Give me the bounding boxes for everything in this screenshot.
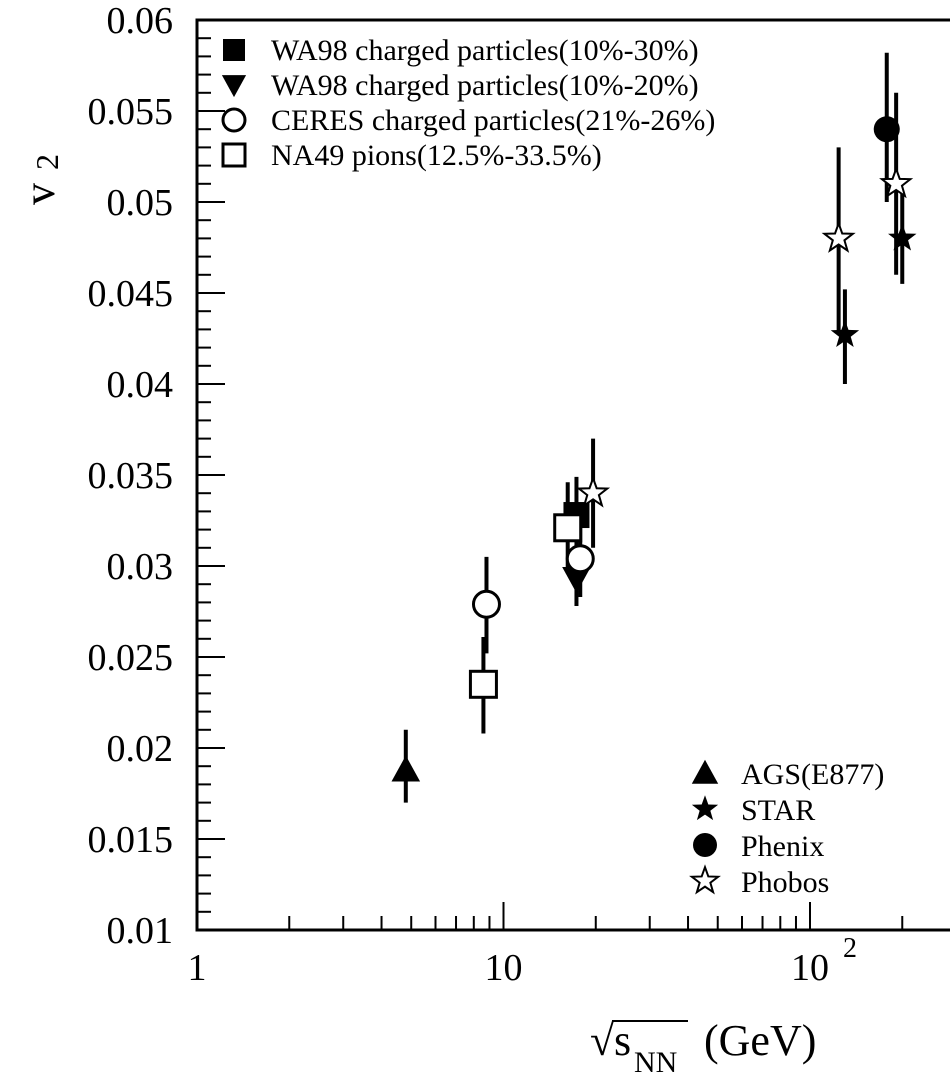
- x-axis-title-subscript: NN: [634, 1046, 677, 1078]
- legend-marker: [691, 795, 719, 821]
- data-points: [391, 116, 917, 782]
- y-axis-title-subscript: 2: [29, 154, 65, 170]
- x-tick-label-exponent: 2: [843, 933, 857, 964]
- y-tick-label: 0.045: [88, 273, 174, 315]
- axis-ticks: [196, 19, 904, 931]
- legend-marker: [221, 107, 247, 133]
- y-tick-label: 0.05: [107, 182, 174, 224]
- data-point: [576, 475, 611, 508]
- y-tick-label: 0.02: [107, 728, 174, 770]
- x-tick-label: 10: [485, 947, 523, 989]
- data-point: [879, 165, 914, 199]
- data-point: [468, 669, 498, 699]
- axis-titles: v 2 √ s NN (GeV): [15, 154, 816, 1078]
- y-tick-label: 0.03: [107, 546, 174, 588]
- legend-label: Phobos: [741, 866, 829, 899]
- legend-marker: [221, 75, 247, 98]
- legend-label: WA98 charged particles(10%-30%): [271, 34, 699, 67]
- y-tick-label: 0.06: [107, 0, 174, 42]
- data-point: [391, 755, 421, 782]
- x-axis-title: s: [614, 1016, 631, 1065]
- y-tick-label: 0.01: [107, 910, 174, 952]
- y-tick-label: 0.04: [107, 364, 174, 406]
- data-point: [471, 589, 501, 619]
- x-tick-label: 1: [188, 947, 207, 989]
- y-tick-label: 0.025: [88, 637, 174, 679]
- legend-label: STAR: [741, 794, 815, 827]
- data-point: [888, 223, 917, 251]
- legends: WA98 charged particles(10%-30%)WA98 char…: [221, 34, 884, 899]
- x-tick-label: 10: [791, 947, 829, 989]
- data-point: [562, 567, 591, 594]
- legend-label: AGS(E877): [741, 758, 884, 791]
- legend-marker: [223, 39, 245, 61]
- legend-label: NA49 pions(12.5%-33.5%): [271, 139, 602, 172]
- axis-tick-labels: 0.01 0.015 0.02 0.025 0.03 0.035 0.04 0.045 0.05…: [88, 0, 858, 989]
- legend-marker: [691, 759, 719, 784]
- legend-marker: [221, 142, 247, 168]
- legend-marker: [693, 833, 717, 857]
- y-tick-label: 0.035: [88, 455, 174, 497]
- legend-label: WA98 charged particles(10%-20%): [271, 69, 699, 102]
- y-axis-title: v: [15, 183, 64, 205]
- legend-marker: [689, 864, 721, 895]
- y-tick-label: 0.055: [88, 91, 174, 133]
- data-point: [830, 319, 860, 347]
- data-point: [565, 544, 595, 574]
- y-tick-label: 0.015: [88, 819, 174, 861]
- legend-label: CERES charged particles(21%-26%): [271, 104, 715, 137]
- legend-label: Phenix: [741, 830, 824, 863]
- data-point: [553, 513, 583, 543]
- data-point: [873, 116, 900, 143]
- x-axis-title-root: √: [590, 1016, 615, 1065]
- data-point: [821, 220, 856, 253]
- x-axis-title-unit: (GeV): [704, 1016, 816, 1065]
